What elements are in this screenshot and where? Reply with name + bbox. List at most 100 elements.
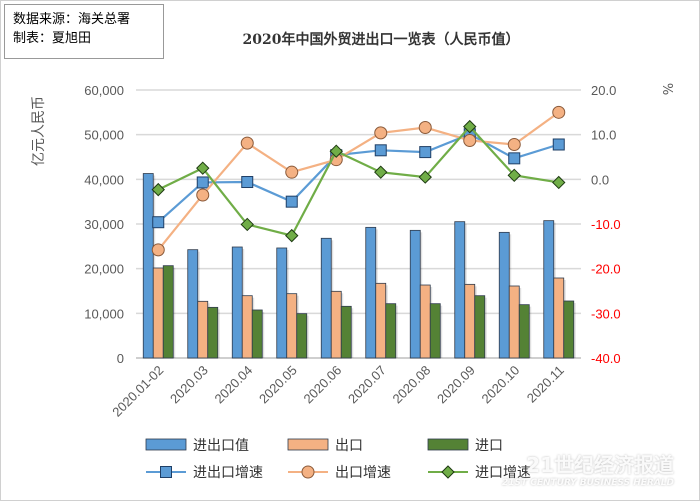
diamond-marker <box>463 119 477 134</box>
bar-1 <box>375 282 387 359</box>
diamond-marker <box>418 170 432 184</box>
bar-0 <box>320 237 332 359</box>
right-tick-label: -40.0 <box>591 351 621 366</box>
legend-label: 进出口值 <box>193 438 249 454</box>
bar-0 <box>142 173 154 359</box>
right-tick-label: 10.0 <box>591 128 616 143</box>
legend-diamond-marker <box>441 465 455 479</box>
circle-marker <box>418 121 432 135</box>
source-box: 数据来源：海关总署 制表：夏旭田 <box>4 4 164 59</box>
left-tick-label: 0 <box>117 351 124 366</box>
diamond-marker <box>196 161 210 175</box>
legend-swatch <box>427 438 469 451</box>
x-tick-label: 2020.03 <box>167 363 211 407</box>
x-tick-label: 2020.05 <box>256 363 300 407</box>
line-0 <box>157 133 560 224</box>
diamond-marker <box>552 175 566 190</box>
bar-0 <box>498 231 510 359</box>
legend-label: 进口增速 <box>475 465 531 481</box>
x-tick-label: 2020.11 <box>524 363 567 406</box>
right-tick-label: 0.0 <box>591 172 609 187</box>
x-tick-label: 2020.01-02 <box>109 363 166 420</box>
bar-1 <box>508 285 520 359</box>
diamond-marker <box>240 217 254 232</box>
bar-0 <box>187 249 199 359</box>
bar-1 <box>464 283 476 359</box>
x-tick-label: 2020.09 <box>434 363 478 407</box>
x-tick-label: 2020.04 <box>212 363 256 407</box>
square-marker <box>241 176 254 189</box>
circle-marker <box>196 188 210 202</box>
left-tick-label: 60,000 <box>84 83 124 98</box>
diamond-marker <box>151 182 165 197</box>
left-tick-label: 10,000 <box>84 306 124 321</box>
bar-2 <box>296 313 308 359</box>
bar-1 <box>197 300 209 359</box>
legend-label: 出口 <box>335 438 363 454</box>
author-text: 制表：夏旭田 <box>13 31 92 46</box>
x-tick-label: 2020.08 <box>390 363 434 407</box>
bar-2 <box>474 295 486 359</box>
square-marker <box>374 144 387 157</box>
watermark-cn: 21世纪经济报道 <box>526 453 674 477</box>
bar-0 <box>543 220 555 359</box>
square-marker <box>196 176 209 189</box>
circle-marker <box>285 165 299 179</box>
line-2 <box>157 124 559 237</box>
square-marker <box>152 216 165 229</box>
legend-label: 进出口增速 <box>193 465 263 481</box>
left-tick-label: 30,000 <box>84 217 124 232</box>
diamond-marker <box>507 168 521 183</box>
line-1 <box>157 111 560 251</box>
bar-1 <box>286 293 298 359</box>
x-tick-label: 2020.07 <box>345 363 389 407</box>
bar-0 <box>454 221 466 359</box>
circle-marker <box>463 133 477 147</box>
legend-swatch <box>145 438 187 451</box>
x-tick-label: 2020.10 <box>479 363 523 407</box>
y-axis-left-title: 亿元人民币 <box>31 96 47 166</box>
chart-title: 2020年中国外贸进出口一览表（人民币值） <box>242 32 520 48</box>
legend-label: 进口 <box>475 438 503 454</box>
circle-marker <box>552 105 566 119</box>
circle-marker <box>374 126 388 140</box>
x-tick-label: 2020.06 <box>301 363 345 407</box>
source-text: 数据来源：海关总署 <box>13 12 131 27</box>
square-marker <box>552 138 565 151</box>
bar-0 <box>409 229 421 359</box>
right-tick-label: 20.0 <box>591 83 616 98</box>
left-tick-label: 50,000 <box>84 128 124 143</box>
legend-swatch <box>287 438 329 451</box>
bar-0 <box>231 246 243 359</box>
bar-2 <box>162 265 174 359</box>
diamond-marker <box>374 165 388 179</box>
watermark: 21世纪经济报道 21ST CENTURY BUSINESS HERALD <box>502 449 674 488</box>
legend-label: 出口增速 <box>335 465 391 481</box>
bar-1 <box>419 284 431 359</box>
legend-circle-marker <box>301 465 315 479</box>
square-marker <box>508 152 521 165</box>
bar-0 <box>276 247 288 359</box>
bar-1 <box>152 267 164 359</box>
bar-2 <box>340 305 352 359</box>
bar-2 <box>563 300 575 359</box>
bar-2 <box>385 303 397 359</box>
bar-1 <box>241 295 253 359</box>
right-tick-label: -30.0 <box>591 306 621 321</box>
watermark-en: 21ST CENTURY BUSINESS HERALD <box>501 478 674 488</box>
left-tick-label: 20,000 <box>84 262 124 277</box>
diamond-marker <box>285 228 299 243</box>
left-tick-label: 40,000 <box>84 172 124 187</box>
circle-marker <box>240 136 254 150</box>
bar-2 <box>251 309 263 359</box>
bar-1 <box>330 290 342 359</box>
circle-marker <box>151 243 165 257</box>
bar-1 <box>553 277 565 359</box>
square-marker <box>419 146 432 159</box>
bar-2 <box>518 304 530 359</box>
legend-square-marker <box>160 466 172 478</box>
bar-2 <box>207 306 219 359</box>
right-tick-label: -20.0 <box>591 262 621 277</box>
